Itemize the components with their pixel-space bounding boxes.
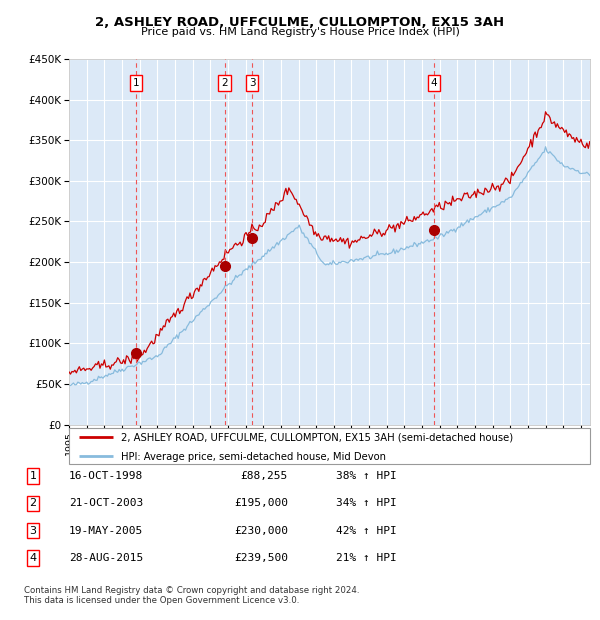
Text: 38% ↑ HPI: 38% ↑ HPI — [336, 471, 397, 481]
Text: 16-OCT-1998: 16-OCT-1998 — [69, 471, 143, 481]
Text: 19-MAY-2005: 19-MAY-2005 — [69, 526, 143, 536]
Text: £239,500: £239,500 — [234, 553, 288, 563]
Text: 2: 2 — [29, 498, 37, 508]
Text: 3: 3 — [29, 526, 37, 536]
Text: 3: 3 — [249, 78, 256, 88]
Text: 21% ↑ HPI: 21% ↑ HPI — [336, 553, 397, 563]
Text: 34% ↑ HPI: 34% ↑ HPI — [336, 498, 397, 508]
Text: 42% ↑ HPI: 42% ↑ HPI — [336, 526, 397, 536]
Text: 4: 4 — [430, 78, 437, 88]
Text: 21-OCT-2003: 21-OCT-2003 — [69, 498, 143, 508]
Text: 2, ASHLEY ROAD, UFFCULME, CULLOMPTON, EX15 3AH: 2, ASHLEY ROAD, UFFCULME, CULLOMPTON, EX… — [95, 16, 505, 29]
Text: 2, ASHLEY ROAD, UFFCULME, CULLOMPTON, EX15 3AH (semi-detached house): 2, ASHLEY ROAD, UFFCULME, CULLOMPTON, EX… — [121, 433, 513, 443]
Text: 1: 1 — [29, 471, 37, 481]
Text: £230,000: £230,000 — [234, 526, 288, 536]
Text: £195,000: £195,000 — [234, 498, 288, 508]
Text: 2: 2 — [221, 78, 228, 88]
Text: HPI: Average price, semi-detached house, Mid Devon: HPI: Average price, semi-detached house,… — [121, 451, 386, 461]
Text: 1: 1 — [133, 78, 139, 88]
Text: 28-AUG-2015: 28-AUG-2015 — [69, 553, 143, 563]
Text: 4: 4 — [29, 553, 37, 563]
Text: £88,255: £88,255 — [241, 471, 288, 481]
Text: Contains HM Land Registry data © Crown copyright and database right 2024.
This d: Contains HM Land Registry data © Crown c… — [24, 586, 359, 605]
Text: Price paid vs. HM Land Registry's House Price Index (HPI): Price paid vs. HM Land Registry's House … — [140, 27, 460, 37]
